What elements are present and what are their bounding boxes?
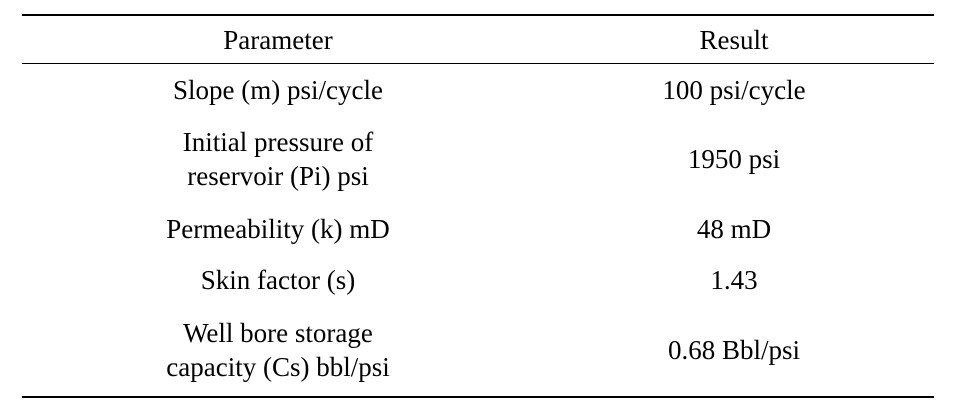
parameter-cell: Slope (m) psi/cycle xyxy=(22,64,534,116)
parameter-text: Permeability (k) mD xyxy=(166,213,390,244)
parameter-cell: Permeability (k) mD xyxy=(22,203,534,255)
result-cell: 100 psi/cycle xyxy=(662,74,806,105)
result-cell: 1.43 xyxy=(710,264,758,295)
results-table-container: Parameter Result Slope (m) psi/cycle 100… xyxy=(22,14,934,398)
table-header-row: Parameter Result xyxy=(22,14,934,64)
result-cell: 1950 psi xyxy=(687,144,781,174)
parameter-text-line-2: capacity (Cs) bbl/psi xyxy=(166,352,390,382)
parameter-text: Slope (m) psi/cycle xyxy=(173,74,383,105)
parameter-cell: Initial pressure of reservoir (Pi) psi xyxy=(22,116,534,203)
table-row-initial-pressure: Initial pressure of reservoir (Pi) psi 1… xyxy=(22,116,934,203)
table-row-wellbore-storage: Well bore storage capacity (Cs) bbl/psi … xyxy=(22,304,934,398)
parameter-text-line-1: Initial pressure of xyxy=(182,127,374,157)
header-parameter: Parameter xyxy=(22,14,534,64)
table-row-permeability: Permeability (k) mD 48 mD xyxy=(22,203,934,255)
result-cell: 0.68 Bbl/psi xyxy=(534,304,934,398)
parameter-text-line-1: Well bore storage xyxy=(183,318,373,348)
parameter-cell: Well bore storage capacity (Cs) bbl/psi xyxy=(22,304,534,398)
result-cell: 48 mD xyxy=(696,213,772,244)
table-row-slope: Slope (m) psi/cycle 100 psi/cycle xyxy=(22,64,934,116)
parameter-cell: Skin factor (s) xyxy=(22,255,534,305)
header-result: Result xyxy=(534,14,934,64)
parameter-text: Skin factor (s) xyxy=(200,264,356,295)
parameter-text-line-2: reservoir (Pi) psi xyxy=(187,161,369,191)
table-row-skin-factor: Skin factor (s) 1.43 xyxy=(22,255,934,305)
results-table: Parameter Result Slope (m) psi/cycle 100… xyxy=(22,14,934,398)
